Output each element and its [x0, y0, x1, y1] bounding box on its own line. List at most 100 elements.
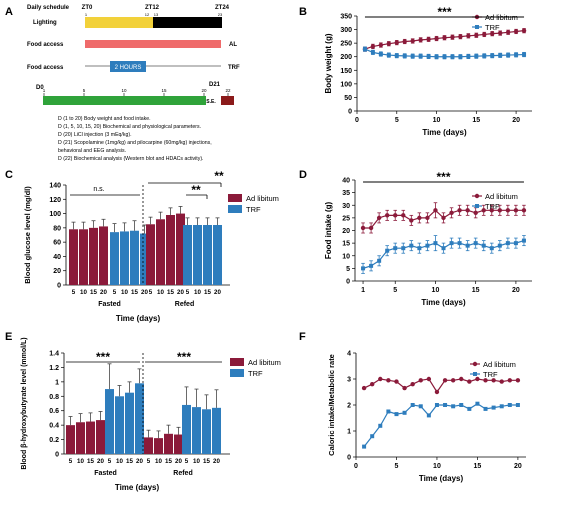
data-point: [378, 376, 383, 382]
data-point: [360, 225, 366, 231]
timeline-tick-label: 10: [121, 88, 127, 93]
data-point: [457, 208, 462, 213]
y-tick-label: 40: [342, 178, 350, 185]
note-line: behavioral and EEG analysis.: [58, 148, 126, 154]
x-tick-label: 5: [395, 463, 399, 470]
data-point: [377, 258, 382, 263]
dark-phase-bar: [153, 17, 222, 28]
panel-f-label: F: [299, 331, 306, 343]
data-point: [368, 225, 374, 231]
data-point: [467, 379, 472, 384]
data-point: [410, 382, 415, 387]
bar: [130, 230, 139, 285]
food-access-al-label: Food access: [27, 42, 64, 48]
chart-e-beta-hydroxybutyrate: 00.20.40.60.811.21.45 10 15 20 5 10 15 20Fasted…: [21, 337, 281, 492]
x-tick-label: 5: [108, 458, 112, 465]
data-point: [474, 54, 479, 59]
data-point: [386, 378, 391, 383]
legend-swatch: [230, 369, 244, 377]
x-tick-label: 10: [194, 289, 201, 296]
timeline-tick-label: 20: [201, 88, 207, 93]
data-point: [465, 243, 470, 248]
y-tick-label: 0.2: [49, 437, 59, 444]
data-point: [402, 385, 407, 391]
x-tick-label: 15: [126, 458, 133, 465]
x-tick-label: 10: [80, 289, 87, 296]
data-point: [384, 213, 390, 218]
data-point: [513, 241, 518, 246]
data-point: [497, 30, 503, 36]
bar: [144, 437, 153, 454]
x-tick-label: 15: [472, 117, 480, 124]
data-point: [442, 378, 448, 383]
y-tick-label: 0.8: [49, 394, 59, 401]
y-tick-label: 0: [55, 452, 59, 459]
legend-marker: [475, 25, 479, 29]
data-point: [491, 378, 496, 383]
significance-label: ***: [437, 5, 451, 19]
panel-d-label: D: [299, 169, 307, 181]
data-point: [499, 379, 504, 384]
x-tick-label: 10: [121, 289, 128, 296]
tick-12-label: 12: [145, 12, 150, 17]
data-point: [450, 34, 455, 40]
trf-window-box: [110, 61, 146, 72]
legend-marker: [473, 372, 477, 376]
data-point: [410, 54, 415, 59]
zt0-label: ZT0: [82, 5, 93, 11]
y-tick-label: 3: [347, 377, 351, 384]
legend-marker: [475, 204, 479, 208]
bar: [99, 226, 108, 285]
x-axis-title: Time (days): [422, 128, 467, 137]
x-tick-label: 20: [177, 289, 184, 296]
significance-label: n.s.: [93, 186, 104, 193]
data-point: [515, 378, 521, 383]
chart-f-caloric-ratio: 0 1 2 3 4 0 5 10 15 20 Time (days) Caloric intake/M…: [327, 351, 526, 483]
note-line: D (1, 5, 10, 15, 20) Biochemical and phy…: [58, 124, 201, 130]
bar: [183, 225, 192, 285]
x-tick-label: 10: [77, 458, 84, 465]
protocol-notes: D (1 to 20) Body weight and food intake.…: [58, 116, 212, 162]
x-tick-label: 5: [72, 289, 76, 296]
y-tick-label: 1: [347, 429, 351, 436]
bar: [176, 213, 185, 285]
data-point: [409, 243, 414, 248]
x-tick-label: 20: [175, 458, 182, 465]
data-point: [426, 54, 431, 59]
data-point: [425, 215, 430, 221]
data-point: [369, 382, 375, 387]
legend-label: Ad libitum: [248, 358, 281, 367]
legend-label: Ad libitum: [485, 192, 518, 201]
data-point: [481, 243, 486, 248]
y-axis-title: Caloric intake/Metabolic rate: [327, 354, 336, 456]
data-point: [481, 208, 486, 213]
data-point: [370, 434, 375, 439]
data-point: [499, 404, 504, 409]
bar: [182, 404, 191, 454]
data-point: [394, 53, 399, 58]
light-phase-bar: [85, 17, 153, 28]
bar: [125, 392, 134, 454]
d21-label: D21: [209, 82, 221, 88]
x-tick-label: 1: [361, 287, 365, 294]
data-point: [507, 378, 513, 383]
x-tick-label: 5: [147, 458, 151, 465]
food-access-al-bar: [85, 40, 221, 48]
data-point: [482, 32, 487, 37]
data-point: [362, 444, 367, 449]
bar: [120, 231, 129, 285]
data-point: [498, 53, 503, 58]
y-tick-label: 60: [53, 240, 61, 247]
data-point: [370, 44, 376, 49]
data-point: [418, 54, 423, 59]
two-hours-label: 2 HOURS: [115, 65, 142, 71]
lighting-label: Lighting: [33, 20, 57, 26]
timeline-tick-label: 22: [225, 88, 231, 93]
data-point: [474, 33, 479, 38]
legend-label: Ad libitum: [483, 360, 516, 369]
x-tick-label: 20: [512, 117, 520, 124]
panel-a: A Daily schedule ZT0 ZT12 ZT24 1 12 13 2…: [5, 5, 240, 162]
y-tick-label: 0: [348, 109, 352, 116]
